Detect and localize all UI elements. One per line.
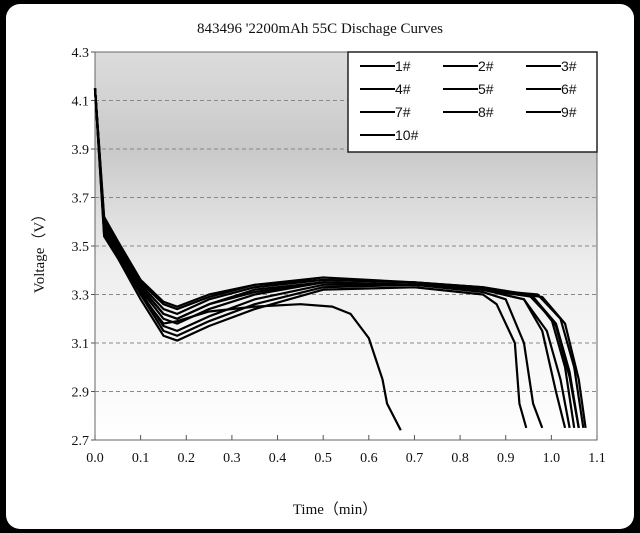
series-line-10#: [93, 88, 402, 431]
x-tick-label: 0.3: [223, 451, 241, 466]
x-tick-label: 0.8: [451, 451, 469, 466]
x-tick-label: 0.0: [86, 451, 104, 466]
y-tick-label: 2.7: [72, 434, 90, 449]
x-tick-label: 0.9: [497, 451, 515, 466]
legend-label: 2#: [478, 58, 494, 74]
x-axis-label: Time（min）: [293, 501, 377, 518]
legend-label: 5#: [478, 81, 494, 97]
y-tick-label: 3.7: [72, 192, 90, 207]
series-line-8#: [93, 88, 567, 429]
chart-title: 843496 '2200mAh 55C Dischage Curves: [197, 21, 443, 37]
y-tick-label: 3.9: [72, 143, 90, 158]
legend-label: 1#: [395, 58, 411, 74]
legend-label: 7#: [395, 104, 411, 120]
x-tick-label: 0.6: [360, 451, 378, 466]
legend-label: 9#: [561, 104, 577, 120]
legend-label: 8#: [478, 104, 494, 120]
legend: 1# 2# 3# 4# 5# 6# 7# 8# 9# 10#: [347, 51, 598, 153]
legend-label: 10#: [395, 127, 419, 143]
x-tick-label: 0.1: [132, 451, 150, 466]
x-tick-label: 1.1: [588, 451, 606, 466]
legend-label: 6#: [561, 81, 577, 97]
legend-label: 4#: [395, 81, 411, 97]
y-axis-label: Voltage（V）: [31, 207, 48, 293]
series-line-9#: [93, 88, 580, 429]
y-tick-label: 4.3: [72, 46, 90, 61]
x-tick-label: 0.5: [314, 451, 332, 466]
x-tick-label: 1.0: [543, 451, 561, 466]
x-tick-label: 0.7: [406, 451, 424, 466]
y-tick-label: 2.9: [72, 386, 90, 401]
y-tick-label: 4.1: [72, 95, 90, 110]
y-tick-label: 3.3: [72, 289, 90, 304]
x-tick-label: 0.4: [269, 451, 287, 466]
y-tick-label: 3.5: [72, 240, 90, 255]
legend-label: 3#: [561, 58, 577, 74]
y-tick-label: 3.1: [72, 337, 90, 352]
series-line-7#: [93, 88, 528, 429]
x-tick-label: 0.2: [178, 451, 196, 466]
